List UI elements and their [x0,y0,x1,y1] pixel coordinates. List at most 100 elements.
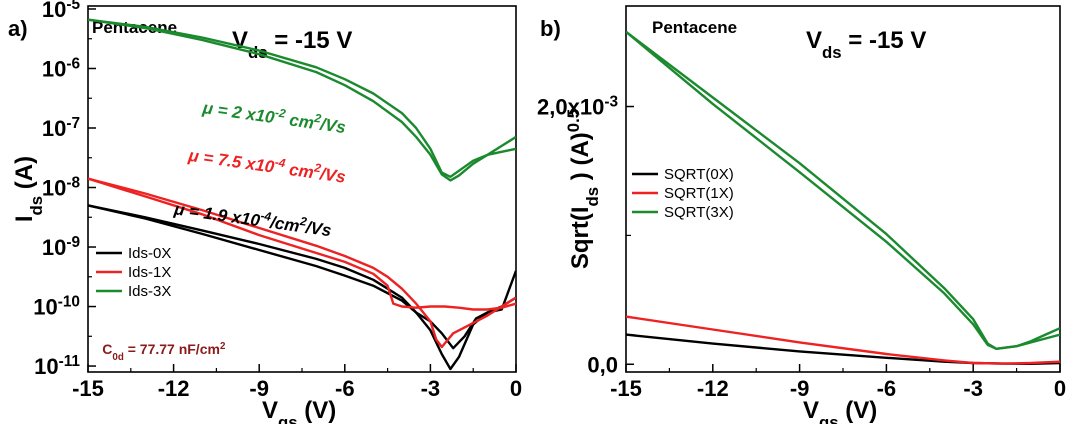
y-tick-label: 0,0 [587,352,618,377]
mobility-annotation: μ = 7.5 x10-4 cm2/Vs [186,143,347,187]
y-tick-label-part: 2,0x10 [537,95,604,120]
capacitance-label-part: 2 [220,341,226,352]
x-axis-title-part: V [803,397,819,424]
vds-label-part: = -15 V [268,27,353,54]
legend-entry: SQRT(1X) [664,185,734,202]
y-axis-title-part: ) (A) [567,132,594,187]
x-axis-title-part: (V) [298,397,337,424]
y-tick-label-part: -8 [66,174,80,191]
capacitance-label-part: 0d [112,352,123,363]
y-tick-label-part: 10 [42,56,66,81]
y-tick-label-part: -3 [604,93,618,110]
x-axis-title: Vgs (V) [262,397,336,424]
y-tick-label-part: 10 [34,354,58,379]
x-tick-label: -6 [877,376,897,401]
x-tick-label: -6 [335,376,355,401]
y-tick-label: 10-11 [34,353,80,380]
vds-label: Vds = -15 V [232,27,352,62]
legend-entry: Ids-1X [128,264,171,281]
mobility-annotation-part: μ = 7.5 x10 [186,146,276,177]
legend-entry: Ids-3X [128,283,171,300]
y-tick-label-part: 10 [42,235,66,260]
y-axis-title-part: 0.5 [564,109,583,132]
y-tick-label: 10-9 [42,234,80,261]
y-tick-label-part: 0,0 [587,352,618,377]
legend: Ids-0X Ids-1X Ids-3X [96,245,171,300]
mobility-annotation-part: /Vs [304,218,333,241]
x-tick-label: 0 [510,376,522,401]
panel-label: a) [8,16,28,41]
vds-label-part: ds [248,43,268,62]
x-tick-label: -9 [790,376,810,401]
mobility-annotation: μ = 2 x10-2 cm2/Vs [201,95,348,137]
x-axis-title: Vgs (V) [803,397,877,424]
legend-entry: SQRT(0X) [664,166,734,183]
vds-label-part: V [806,27,822,54]
y-axis-title-part: (A) [11,156,38,196]
y-tick-label-part: -10 [58,293,80,310]
x-axis-title-part: V [262,397,278,424]
vds-label-part: ds [822,43,842,62]
y-tick-label: 10-5 [42,0,81,22]
mobility-annotation-part: /Vs [318,115,347,138]
capacitance-label-part: = 77.77 nF/cm [124,341,220,357]
x-tick-label: -3 [421,376,441,401]
mobility-annotation-part: /Vs [318,164,347,187]
y-axis-title: Sqrt(Ids ) (A)0.5 [564,109,602,269]
vds-label: Vds = -15 V [806,27,926,62]
x-tick-label: -12 [697,376,729,401]
legend-entry: SQRT(3X) [664,204,734,221]
series-line-sqrt-1x--forward [626,315,1060,365]
y-tick-label-part: -7 [66,115,80,132]
mobility-annotation-part: -4 [260,208,273,223]
capacitance-label: C0d = 77.77 nF/cm2 [102,341,226,363]
y-tick-label: 10-6 [42,55,80,82]
x-tick-label: 0 [1054,376,1066,401]
capacitance-label-part: C [102,341,112,357]
y-tick-label-part: 10 [42,116,66,141]
y-tick-label-part: -5 [66,0,80,12]
x-tick-label: -3 [963,376,983,401]
y-tick-label-part: -9 [66,234,80,251]
y-tick-label: 2,0x10-3 [537,93,618,120]
mobility-annotation-part: μ = 2 x10 [201,98,277,127]
legend: SQRT(0X) SQRT(1X) SQRT(3X) [632,166,734,221]
y-tick-label: 10-8 [42,174,81,201]
mobility-annotation-part: 2 [298,214,308,229]
y-axis-title-part: ds [583,187,602,207]
series-line-sqrt-3x--forward [626,30,1060,350]
y-tick-label-part: -11 [59,353,81,370]
mobility-annotation-part: 2 [312,160,322,175]
series-line-ids-1x-forward [88,177,516,349]
mobility-annotation-part: 2 [313,111,323,126]
y-axis-title-part: ds [27,196,46,216]
y-tick-label-part: 10 [33,295,57,320]
plot-frame [87,5,517,373]
y-axis-title-part: I [11,215,38,222]
panel-b-chart: -15 -12 -9 -6 -3 00,02,0x10-3b) Pentacene Vds =… [537,5,1066,424]
mobility-annotation-part: /cm [268,213,301,236]
x-axis-title-part: (V) [839,397,878,424]
series-line-ids-3x-reverse [88,18,516,182]
y-tick-label-part: 10 [42,176,66,201]
y-axis-title: Ids (A) [11,156,46,222]
panel-a-chart: -15 -12 -9 -6 -3 010-510-610-710-810-910-1010… [8,0,522,424]
vds-label-part: = -15 V [842,27,927,54]
x-tick-label: -12 [158,376,190,401]
series-line-sqrt-3x--reverse [626,30,1060,350]
mobility-annotation-part: -2 [274,105,287,120]
series-line-ids-0x-reverse [88,204,516,350]
x-tick-label: -9 [249,376,269,401]
y-axis-title-part: Sqrt(I [567,206,594,269]
mobility-annotation-part: cm [284,110,316,133]
mobility-annotation-part: -4 [274,155,287,170]
legend-entry: Ids-0X [128,245,171,262]
panel-label: b) [540,16,561,41]
x-tick-label: -15 [72,376,104,401]
x-axis-title-part: gs [278,413,298,424]
y-tick-label: 10-10 [33,293,80,320]
y-tick-label: 10-7 [42,115,80,142]
y-tick-label-part: 10 [42,0,66,22]
x-tick-label: -15 [610,376,642,401]
